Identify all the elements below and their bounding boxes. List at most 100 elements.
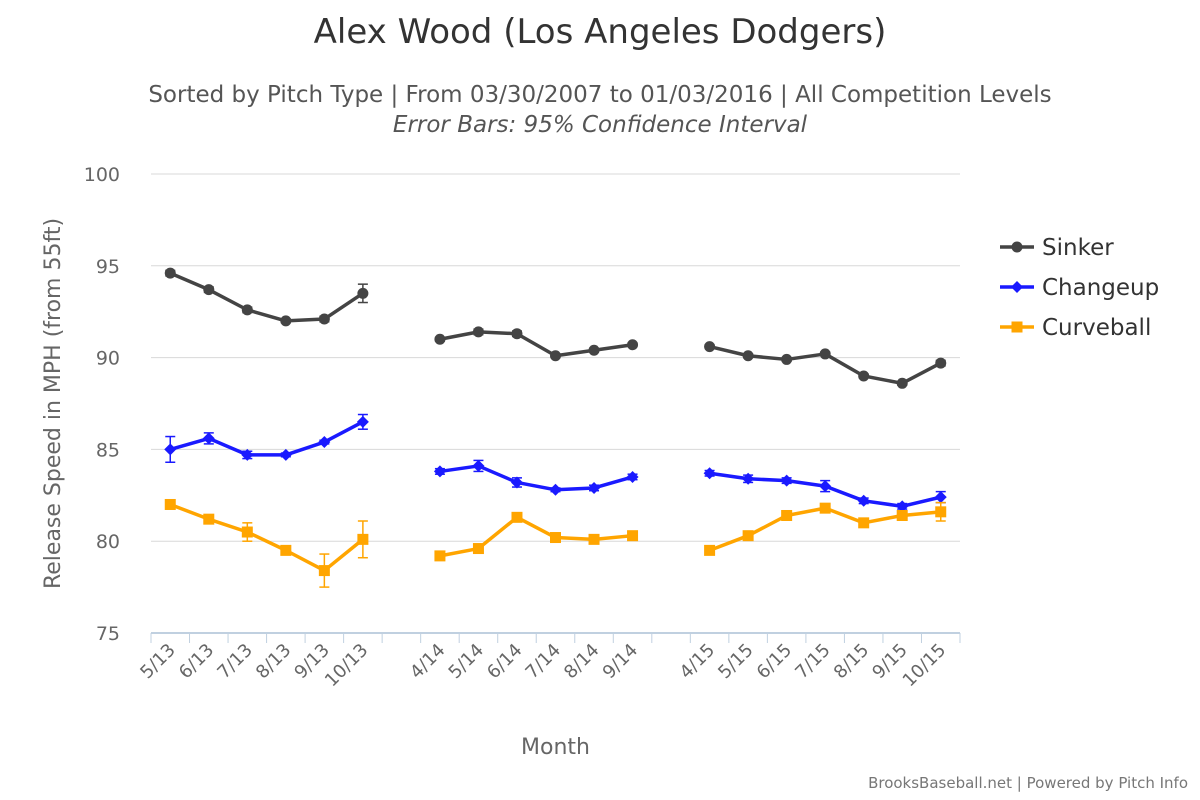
x-tick-label: 7/14 [522, 640, 565, 683]
sinker-point [203, 284, 215, 296]
sinker-point [627, 339, 639, 351]
chart-error-bar-note: Error Bars: 95% Confidence Interval [392, 112, 808, 138]
changeup-point [164, 443, 177, 456]
changeup-point [934, 491, 947, 504]
changeup-point [510, 476, 523, 489]
curveball-point [704, 544, 716, 556]
x-tick-label: 6/13 [175, 640, 218, 683]
legend-item-changeup[interactable]: Changeup [1000, 275, 1159, 301]
legend-label: Curveball [1042, 315, 1151, 341]
changeup-point [780, 474, 793, 487]
sinker-point [704, 341, 716, 353]
sinker-point [472, 326, 484, 338]
sinker-point [896, 377, 908, 389]
x-tick-label: 8/14 [560, 640, 603, 683]
sinker-point [280, 315, 292, 327]
sinker-point [318, 313, 330, 325]
curveball-point [241, 526, 253, 538]
changeup-point [703, 467, 716, 480]
x-tick-label: 10/13 [321, 640, 373, 692]
sinker-point [819, 348, 831, 360]
x-axis-title: Month [521, 735, 590, 760]
x-tick-label: 8/15 [830, 640, 873, 683]
credits[interactable]: BrooksBaseball.net | Powered by Pitch In… [868, 774, 1188, 792]
changeup-point [742, 472, 755, 485]
legend-marker [1011, 241, 1023, 253]
y-tick-label: 85 [96, 439, 120, 461]
changeup-point [241, 448, 254, 461]
curveball-point [357, 533, 369, 545]
sinker-line [439, 330, 633, 358]
curveball-point [203, 513, 215, 525]
x-tick-label: 4/14 [406, 640, 449, 683]
changeup-point [857, 494, 870, 507]
curveball-point [434, 550, 446, 562]
curveball-point [318, 565, 330, 577]
y-axis-title: Release Speed in MPH (from 55ft) [41, 218, 66, 589]
sinker-point [588, 344, 600, 356]
x-tick-label: 8/13 [252, 640, 295, 683]
legend-label: Changeup [1042, 275, 1159, 301]
curveball-point [627, 530, 639, 542]
curveball-point [472, 543, 484, 555]
changeup-point [472, 459, 485, 472]
x-tick-label: 10/15 [899, 640, 951, 692]
chart-subtitle: Sorted by Pitch Type | From 03/30/2007 t… [148, 82, 1052, 108]
y-tick-label: 100 [84, 164, 120, 186]
curveball-point [742, 530, 754, 542]
changeup-line [439, 464, 634, 492]
sinker-point [164, 267, 176, 279]
y-tick-label: 95 [96, 256, 120, 278]
changeup-point [356, 415, 369, 428]
changeup-point [202, 432, 215, 445]
curveball-point [858, 517, 870, 529]
curveball-point [935, 506, 947, 518]
curveball-point [280, 544, 292, 556]
changeup-point [896, 500, 909, 513]
x-tick-label: 5/15 [714, 640, 757, 683]
y-tick-label: 75 [96, 623, 120, 645]
legend-marker [1011, 281, 1023, 293]
y-tick-label: 90 [96, 348, 120, 370]
changeup-line [169, 420, 364, 457]
changeup-point [318, 436, 331, 449]
curveball-point [164, 498, 176, 510]
curveball-point [550, 532, 561, 544]
sinker-point [935, 357, 947, 369]
curveball-line [169, 502, 364, 573]
curveball-point [896, 509, 908, 521]
changeup-point [279, 448, 292, 461]
sinker-point [781, 353, 793, 365]
x-tick-label: 6/14 [483, 640, 526, 683]
x-tick-label: 4/15 [676, 640, 719, 683]
sinker-point [742, 350, 754, 362]
curveball-point [781, 509, 793, 521]
sinker-point [357, 287, 369, 299]
chart-title: Alex Wood (Los Angeles Dodgers) [313, 12, 887, 52]
curveball-line [439, 515, 633, 558]
curveball-point [588, 533, 600, 545]
x-tick-label: 5/13 [136, 640, 179, 683]
legend-item-curveball[interactable]: Curveball [1000, 315, 1151, 341]
x-tick-label: 7/13 [213, 640, 256, 683]
legend-label: Sinker [1042, 235, 1114, 261]
sinker-point [511, 328, 523, 340]
x-tick-label: 9/14 [599, 640, 642, 683]
curveball-point [819, 502, 831, 514]
changeup-point [433, 465, 446, 478]
changeup-point [549, 483, 562, 496]
changeup-point [626, 470, 639, 483]
changeup-point [819, 480, 832, 493]
changeup-point [588, 481, 601, 494]
y-tick-label: 80 [96, 531, 120, 553]
sinker-point [858, 370, 870, 382]
sinker-point [434, 333, 446, 345]
x-tick-label: 7/15 [791, 640, 834, 683]
x-tick-label: 6/15 [753, 640, 796, 683]
curveball-point [511, 511, 523, 523]
sinker-point [241, 304, 253, 316]
x-tick-label: 5/14 [445, 640, 488, 683]
sinker-line [169, 271, 364, 323]
